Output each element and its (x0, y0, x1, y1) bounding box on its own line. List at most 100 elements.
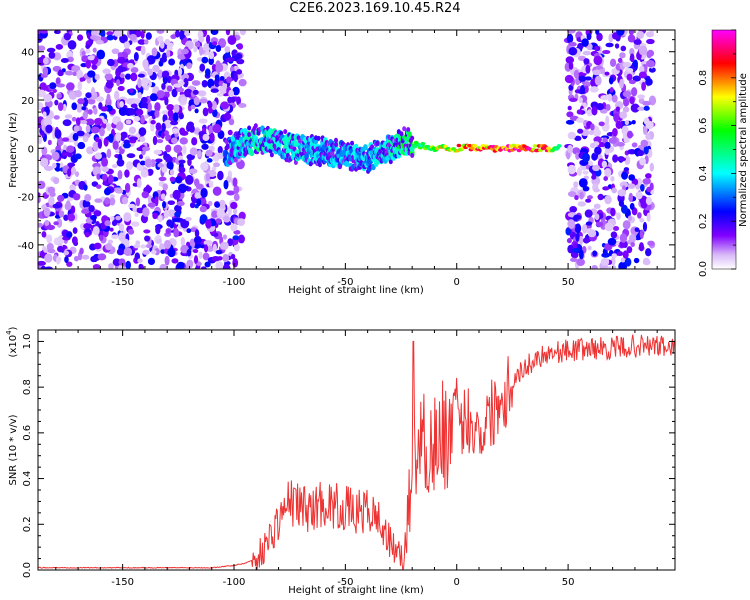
noise-speckle (186, 241, 191, 247)
noise-speckle (639, 229, 644, 239)
noise-speckle (572, 147, 581, 155)
noise-speckle (111, 164, 118, 169)
noise-speckle (147, 110, 157, 117)
noise-speckle (92, 141, 99, 152)
noise-speckle (77, 34, 84, 41)
ridge-cell (456, 143, 462, 148)
noise-speckle (137, 39, 147, 45)
noise-speckle (225, 30, 231, 36)
ridge-cell (363, 144, 368, 151)
noise-speckle (75, 117, 81, 126)
noise-speckle (38, 260, 46, 266)
noise-speckle (174, 211, 181, 218)
noise-speckle (581, 224, 588, 234)
noise-speckle (87, 55, 95, 61)
noise-speckle (152, 135, 158, 146)
noise-speckle (627, 149, 637, 155)
noise-speckle (222, 241, 229, 248)
noise-speckle (85, 48, 91, 54)
noise-speckle (124, 182, 131, 193)
ridge-halo (350, 140, 355, 146)
noise-speckle (85, 59, 92, 69)
noise-speckle (63, 32, 72, 41)
noise-speckle (232, 258, 239, 268)
noise-speckle (618, 157, 627, 162)
noise-speckle (158, 176, 167, 182)
noise-speckle (135, 108, 144, 116)
noise-speckle (215, 260, 224, 269)
noise-speckle (38, 180, 46, 190)
noise-speckle (238, 78, 247, 87)
noise-speckle (84, 201, 91, 208)
noise-speckle (574, 223, 582, 234)
noise-speckle (120, 131, 128, 139)
noise-speckle (211, 256, 221, 262)
noise-speckle (619, 233, 628, 243)
noise-speckle (589, 86, 599, 93)
spectrogram-frame (37, 29, 676, 270)
noise-speckle (197, 150, 202, 158)
noise-speckle (44, 219, 50, 227)
noise-speckle (147, 195, 153, 205)
noise-speckle (214, 201, 221, 208)
noise-speckle (85, 124, 91, 133)
noise-speckle (620, 45, 627, 52)
noise-speckle (205, 173, 210, 182)
noise-speckle (58, 69, 64, 76)
y-tick-label: 0.4 (22, 471, 33, 487)
noise-speckle (82, 111, 88, 120)
noise-speckle (56, 218, 63, 228)
noise-speckle (137, 73, 145, 78)
noise-speckle (602, 186, 610, 191)
noise-speckle (38, 222, 43, 228)
noise-speckle (604, 222, 614, 232)
noise-speckle (567, 144, 573, 154)
noise-speckle (592, 164, 601, 172)
noise-speckle (90, 214, 97, 221)
noise-speckle (233, 193, 240, 201)
noise-speckle (233, 243, 240, 252)
noise-speckle (77, 81, 83, 91)
noise-speckle (193, 255, 199, 264)
ridge-cell (519, 146, 525, 151)
noise-speckle (628, 192, 634, 203)
noise-speckle (217, 146, 223, 154)
noise-speckle (125, 260, 131, 269)
noise-speckle (139, 136, 146, 143)
noise-speckle (191, 80, 201, 86)
noise-speckle (157, 163, 165, 168)
ridge-cell (344, 160, 350, 167)
noise-speckle (619, 111, 628, 119)
noise-speckle (190, 104, 196, 110)
noise-speckle (215, 45, 222, 52)
noise-speckle (566, 237, 572, 244)
ridge-halo (269, 152, 274, 158)
noise-speckle (228, 89, 235, 98)
noise-speckle (139, 264, 145, 269)
colorbar-tick-label: 0.8 (698, 70, 709, 86)
noise-speckle (112, 140, 119, 150)
noise-speckle (597, 193, 604, 201)
noise-speckle (604, 71, 610, 76)
noise-speckle (107, 174, 114, 184)
noise-speckle (238, 211, 246, 221)
noise-speckle (647, 240, 655, 246)
noise-speckle (222, 254, 230, 263)
noise-speckle (166, 219, 173, 227)
noise-speckle (627, 34, 636, 43)
noise-speckle (53, 221, 59, 226)
noise-speckle (212, 123, 222, 134)
noise-speckle (175, 176, 183, 184)
noise-speckle (234, 52, 243, 60)
noise-speckle (610, 175, 615, 182)
noise-speckle (76, 130, 85, 137)
noise-speckle (72, 193, 81, 201)
noise-speckle (645, 248, 652, 257)
noise-speckle (141, 191, 149, 199)
noise-speckle (572, 248, 582, 253)
noise-speckle (592, 69, 601, 76)
noise-speckle (46, 224, 56, 231)
noise-speckle (628, 174, 636, 181)
noise-speckle (116, 159, 125, 167)
noise-speckle (55, 77, 61, 86)
